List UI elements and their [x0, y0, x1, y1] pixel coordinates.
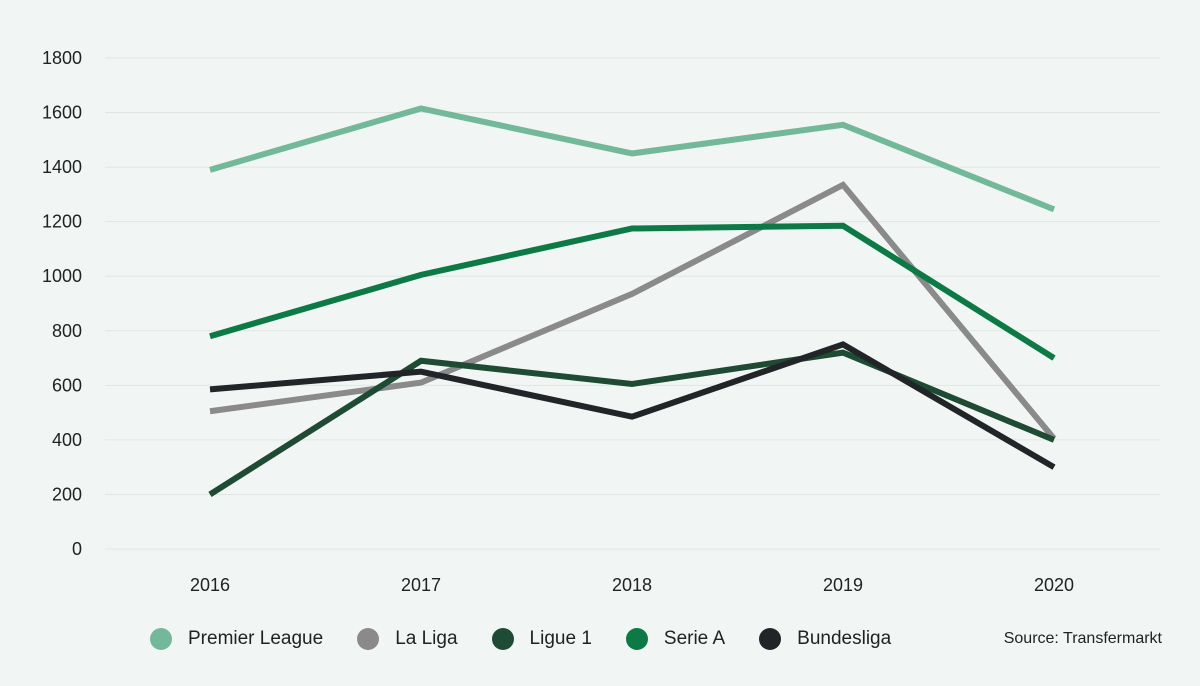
y-tick-label: 400 [52, 430, 82, 450]
legend-swatch [491, 628, 514, 650]
legend-item-serie-a: Serie A [625, 628, 726, 650]
source-note: Source: Transfermarkt [1003, 630, 1162, 647]
legend: Premier League La Liga Ligue 1 Serie A Bunde… [150, 624, 891, 654]
series-line-la-liga [209, 181, 1057, 441]
legend-label: Bundesliga [797, 628, 892, 649]
y-tick-label: 0 [72, 539, 82, 559]
legend-swatch [625, 628, 648, 650]
series-line-ligue-1 [208, 349, 1056, 497]
y-tick-label: 1200 [42, 212, 82, 232]
series-line-serie-a [209, 222, 1056, 361]
legend-swatch [357, 628, 380, 650]
series-line-bundesliga [209, 341, 1056, 470]
y-tick-label: 1400 [42, 157, 82, 177]
x-tick-label: 2016 [190, 575, 230, 595]
legend-label: La Liga [395, 628, 458, 649]
y-tick-label: 1000 [42, 266, 82, 286]
legend-swatch [150, 628, 172, 650]
legend-item-premier-league: Premier League [150, 628, 323, 650]
series-line-premier-league [209, 105, 1056, 213]
x-tick-label: 2019 [823, 575, 863, 595]
x-tick-label: 2018 [612, 575, 652, 595]
y-tick-label: 1600 [42, 103, 82, 123]
y-tick-label: 1800 [42, 48, 82, 68]
y-tick-label: 600 [52, 375, 82, 395]
y-tick-label: 200 [52, 484, 82, 504]
legend-label: Serie A [663, 628, 726, 649]
legend-label: Premier League [188, 628, 324, 649]
legend-swatch [759, 628, 782, 650]
x-tick-label: 2020 [1034, 575, 1074, 595]
legend-label: Ligue 1 [529, 628, 592, 649]
legend-item-la-liga: La Liga [357, 628, 458, 650]
legend-item-ligue-1: Ligue 1 [491, 628, 592, 650]
y-tick-label: 800 [52, 321, 82, 341]
legend-item-bundesliga: Bundesliga [759, 628, 891, 650]
x-tick-label: 2017 [401, 575, 441, 595]
